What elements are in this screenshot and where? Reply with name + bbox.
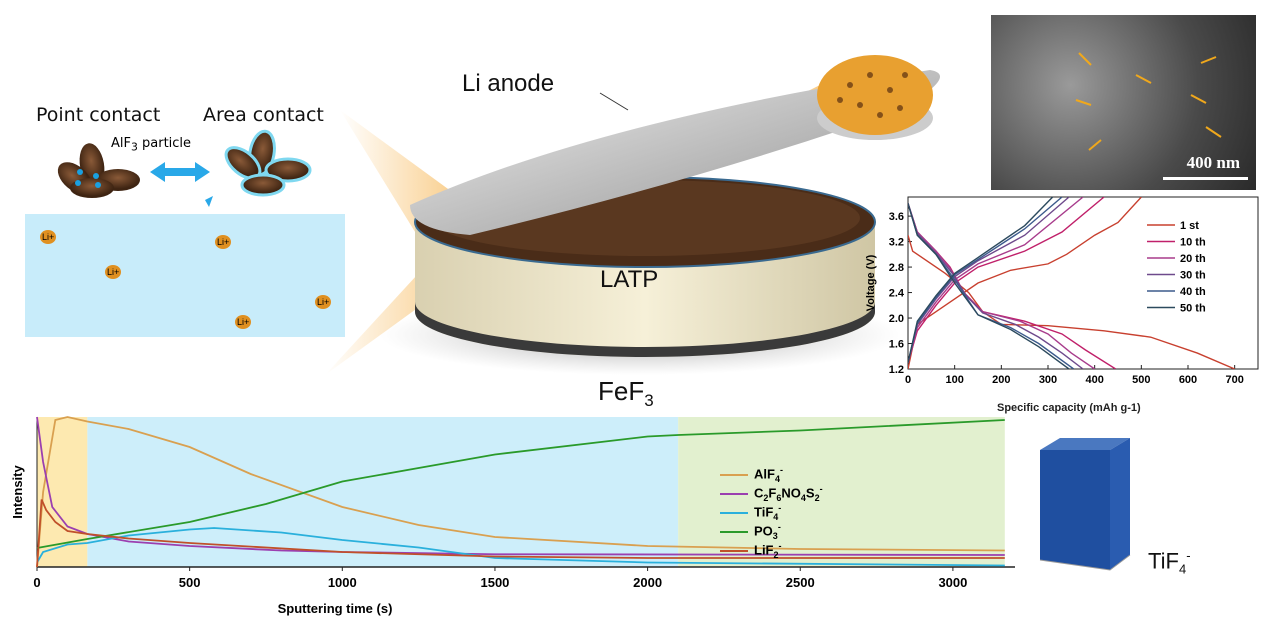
tif4-3d-render [1039, 438, 1131, 571]
legend-label: 20 th [1180, 253, 1206, 265]
legend-label: 30 th [1180, 270, 1206, 282]
fef3-label: FeF3 [598, 376, 654, 411]
x-tick-label: 0 [33, 575, 40, 590]
legend-swatch [720, 530, 748, 533]
x-axis-label: Sputtering time (s) [278, 601, 393, 616]
area-contact-particles [224, 129, 312, 197]
series-charge-line [908, 197, 1054, 363]
legend-label: AlF4- [754, 465, 783, 484]
y-tick-label: 1.2 [889, 364, 904, 376]
scale-bar [1163, 177, 1248, 180]
series-discharge-line [908, 203, 1084, 369]
li-ion: Li+ [315, 295, 332, 309]
porous-anode-inset [817, 55, 933, 135]
legend-item: C2F6NO4S2- [720, 484, 823, 503]
legend-label: TiF4- [754, 503, 782, 522]
series-charge-line [908, 197, 1142, 369]
x-tick-label: 100 [945, 374, 963, 386]
y-tick-label: 3.2 [889, 237, 904, 249]
legend-label: 50 th [1180, 303, 1206, 315]
legend-label: PO3- [754, 522, 781, 541]
li-anode-disk [410, 70, 940, 235]
x-tick-label: 1500 [480, 575, 509, 590]
x-tick-label: 200 [992, 374, 1010, 386]
legend-item: LiF2- [720, 541, 823, 560]
li-ion: Li+ [235, 315, 252, 329]
legend-swatch [720, 511, 748, 514]
legend-item: AlF4- [720, 465, 823, 484]
x-tick-label: 600 [1179, 374, 1197, 386]
series-line [36, 499, 1005, 568]
x-tick-label: 1000 [328, 575, 357, 590]
x-tick-label: 500 [1132, 374, 1150, 386]
series-charge-line [908, 197, 1070, 363]
x-tick-label: 0 [905, 374, 911, 386]
legend-swatch [720, 492, 748, 495]
legend-swatch [720, 473, 748, 476]
y-tick-label: 1.6 [889, 339, 904, 351]
cell-base [415, 302, 875, 357]
legend-item: TiF4- [720, 503, 823, 522]
legend-label: 40 th [1180, 286, 1206, 298]
area-contact-label: Area contact [203, 104, 324, 126]
y-axis-label: Intensity [10, 465, 25, 519]
sem-image: 400 nm [991, 15, 1256, 190]
depth-profile-legend: AlF4- C2F6NO4S2- TiF4- PO3- LiF2- [720, 465, 823, 560]
double-arrow-icon [150, 162, 210, 182]
li-ion: Li+ [215, 235, 232, 249]
x-tick-label: 500 [179, 575, 201, 590]
depth-profile-chart: 0 500 1000 1500 2000 2500 3000 Sputtering time … [10, 416, 1015, 616]
li-ion-group: Li+ Li+ Li+ Li+ Li+ [35, 225, 335, 335]
series-discharge-line [908, 203, 1070, 369]
point-contact-particles [57, 143, 140, 198]
legend-label: LiF2- [754, 541, 782, 560]
y-tick-label: 2.0 [889, 313, 904, 325]
li-ion: Li+ [40, 230, 57, 244]
x-tick-label: 700 [1225, 374, 1243, 386]
pores [837, 72, 908, 118]
x-tick-label: 300 [1039, 374, 1057, 386]
series-charge-line [908, 197, 1105, 363]
x-tick-label: 400 [1085, 374, 1103, 386]
li-ion: Li+ [105, 265, 122, 279]
series-line [36, 416, 1005, 568]
x-tick-label: 2000 [633, 575, 662, 590]
shaded-region [678, 417, 1005, 567]
latp-label: LATP [600, 266, 659, 293]
x-tick-label: 2500 [786, 575, 815, 590]
legend-label: 1 st [1180, 220, 1199, 232]
legend-label: C2F6NO4S2- [754, 484, 823, 503]
voltage-chart-xlabel: Specific capacity (mAh g-1) [997, 402, 1141, 414]
voltage-capacity-chart: 0 100 200 300 400 500 600 700 1.2 1.6 2.0 2.4 2.8 3.2… [865, 196, 1259, 386]
sem-arrows [1075, 52, 1248, 180]
y-axis-label: Voltage (V) [865, 254, 877, 311]
y-tick-label: 2.8 [889, 262, 904, 274]
series-line [36, 527, 1005, 567]
series-charge-line [908, 197, 1084, 363]
tif4-label: TiF4- [1148, 548, 1191, 577]
series-discharge-line [908, 203, 1117, 369]
shaded-region [37, 417, 88, 567]
y-tick-label: 3.6 [889, 211, 904, 223]
legend-item: PO3- [720, 522, 823, 541]
x-tick-label: 3000 [938, 575, 967, 590]
y-tick-label: 2.4 [889, 288, 905, 300]
point-contact-label: Point contact [36, 104, 161, 126]
particle-label: AlF3 particle [111, 136, 192, 154]
plot-frame [907, 196, 1259, 370]
scale-bar-label: 400 nm [1186, 153, 1240, 172]
electrolyte-molecule-panel [25, 214, 345, 337]
arrow-icon [205, 196, 213, 207]
anode-leader-line [599, 92, 629, 111]
li-anode-label: Li anode [462, 70, 555, 97]
legend-label: 10 th [1180, 237, 1206, 249]
series-line [36, 419, 1005, 549]
legend-swatch [720, 549, 748, 552]
